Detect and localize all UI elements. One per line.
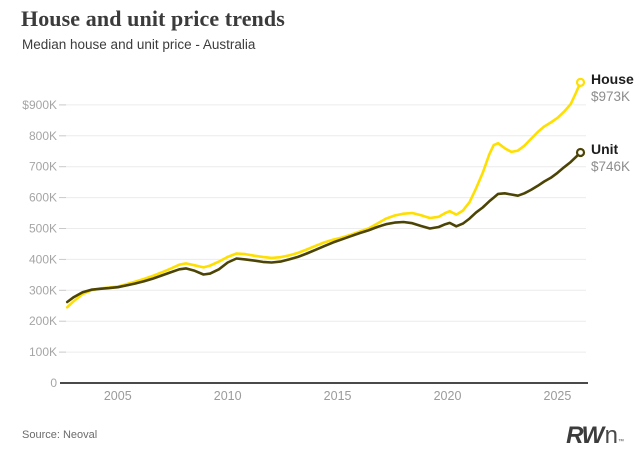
series-label-unit: Unit $746K (591, 141, 630, 175)
x-axis-tick-label: 2025 (544, 389, 572, 403)
series-value-house: $973K (591, 89, 631, 104)
y-axis-tick-label: 300K (29, 283, 57, 297)
series-name-house: House (591, 71, 634, 87)
x-axis-tick-label: 2005 (104, 389, 132, 403)
y-axis-tick-label: 500K (29, 222, 57, 236)
y-axis-tick-label: 400K (29, 252, 57, 266)
x-axis-tick-label: 2015 (324, 389, 352, 403)
y-axis-tick-label: $900K (22, 98, 57, 112)
rwn-logo-n: n (604, 422, 618, 449)
series-end-marker-unit[interactable] (575, 147, 586, 158)
y-axis-tick-label: 800K (29, 129, 57, 143)
y-axis-tick-label: 0 (50, 376, 57, 390)
page-title: House and unit price trends (21, 6, 285, 31)
series-line-unit[interactable] (65, 151, 582, 304)
y-axis-tick-label: 600K (29, 191, 57, 205)
price-trend-chart[interactable]: $900K 800K 700K 600K 500K 400K 300K 200K 100K 0 20… (0, 0, 643, 420)
y-axis-tick-label: 100K (29, 345, 57, 359)
source-note: Source: Neoval (22, 429, 98, 441)
rwn-logo: RWn™ (566, 422, 624, 450)
y-axis-tick-label: 700K (29, 160, 57, 174)
trademark-symbol: ™ (618, 439, 624, 445)
chart-subtitle: Median house and unit price - Australia (22, 37, 256, 52)
series-name-unit: Unit (591, 141, 619, 157)
y-axis-tick-label: 200K (29, 314, 57, 328)
series-value-unit: $746K (591, 159, 631, 174)
rwn-logo-rw: RW (566, 422, 604, 449)
series-end-marker-house[interactable] (575, 77, 586, 87)
x-axis-tick-label: 2020 (434, 389, 462, 403)
series-label-house: House $973K (591, 71, 634, 105)
x-axis-tick-label: 2010 (214, 389, 242, 403)
series-line-house[interactable] (65, 81, 582, 309)
